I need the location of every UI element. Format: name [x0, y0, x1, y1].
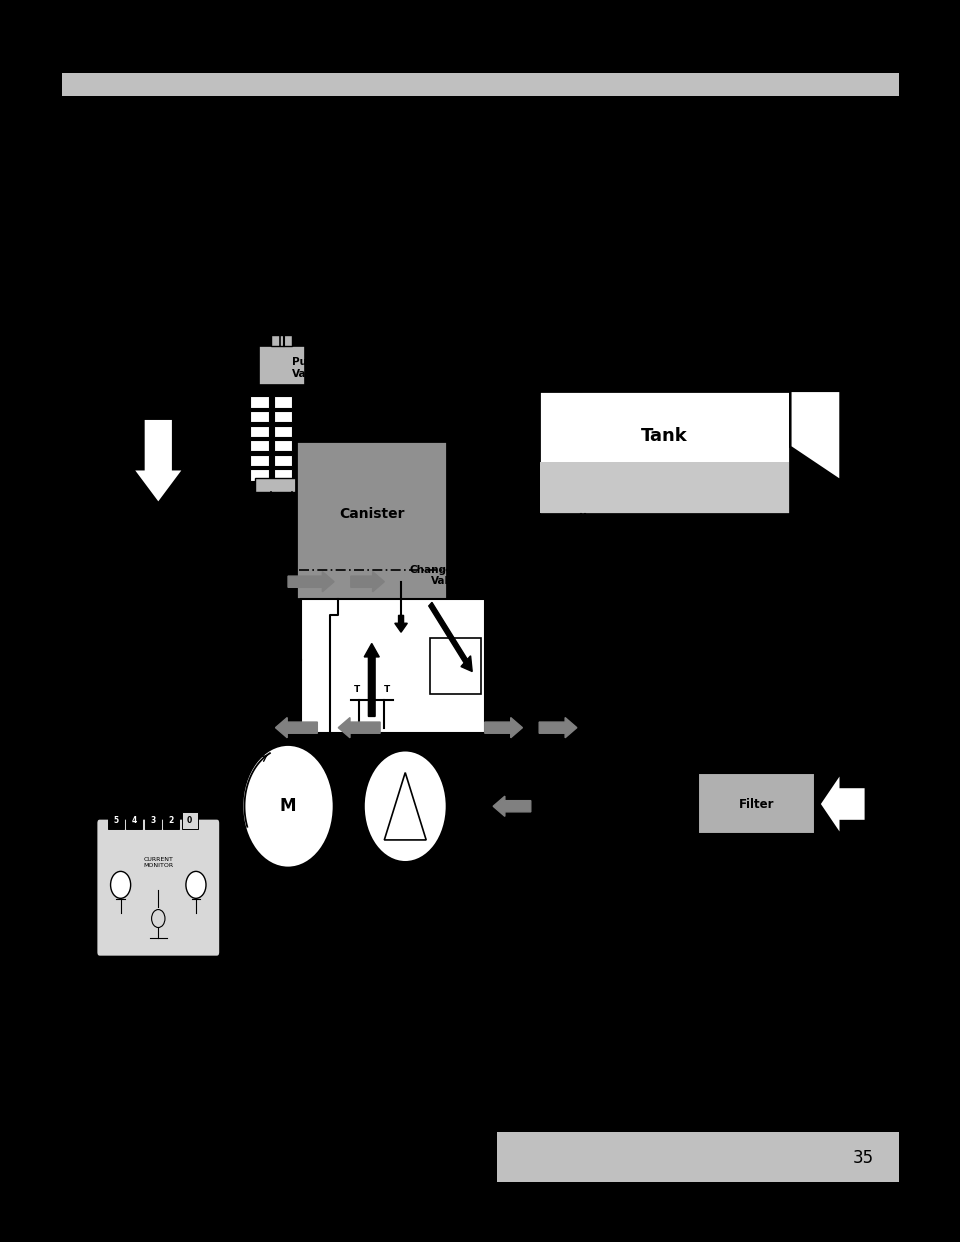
- FancyArrow shape: [395, 615, 407, 632]
- Text: +: +: [261, 520, 274, 535]
- Bar: [251, 469, 269, 481]
- Text: 4: 4: [132, 816, 137, 825]
- Bar: [274, 455, 292, 466]
- Bar: [274, 396, 292, 407]
- Text: Engine: Engine: [116, 525, 164, 539]
- FancyArrow shape: [485, 718, 522, 738]
- FancyArrow shape: [350, 571, 384, 591]
- Bar: [251, 440, 269, 451]
- Bar: [540, 462, 789, 513]
- Text: T: T: [384, 686, 390, 694]
- Bar: [297, 441, 447, 599]
- Text: M: M: [279, 797, 297, 815]
- Bar: [127, 812, 142, 828]
- FancyBboxPatch shape: [96, 818, 220, 956]
- Text: The ECM simultaneously monitors the pump motor current flow . The motor current : The ECM simultaneously monitors the pump…: [79, 245, 659, 315]
- Text: CURRENT
MONITOR: CURRENT MONITOR: [143, 857, 174, 868]
- FancyArrow shape: [364, 643, 379, 717]
- Bar: [274, 411, 292, 422]
- Bar: [251, 455, 269, 466]
- Polygon shape: [384, 773, 426, 840]
- Text: 2: 2: [169, 816, 174, 825]
- Bar: [62, 73, 900, 96]
- Bar: [274, 440, 292, 451]
- Text: 0.5mm
Reference
Orifice: 0.5mm Reference Orifice: [133, 617, 185, 647]
- FancyArrow shape: [133, 419, 183, 503]
- FancyArrow shape: [288, 571, 334, 591]
- Circle shape: [110, 872, 131, 898]
- Bar: [274, 426, 292, 437]
- Text: Change-Over
Valve: Change-Over Valve: [409, 565, 485, 586]
- Text: Fresh Air: Fresh Air: [794, 851, 853, 864]
- Text: Tank: Tank: [641, 427, 688, 445]
- Text: 0: 0: [187, 816, 192, 825]
- Text: Electric
Motor LDP: Electric Motor LDP: [589, 565, 651, 586]
- Bar: [251, 411, 269, 422]
- Text: Pump: Pump: [388, 879, 423, 889]
- FancyArrow shape: [338, 718, 380, 738]
- Bar: [276, 846, 300, 873]
- Polygon shape: [790, 391, 841, 481]
- Text: Throttle
Plate: Throttle Plate: [116, 374, 164, 396]
- FancyArrow shape: [493, 796, 531, 816]
- Bar: [272, 334, 292, 347]
- Bar: [108, 812, 124, 828]
- Bar: [540, 391, 790, 514]
- FancyArrow shape: [540, 718, 577, 738]
- Bar: [226, 643, 242, 677]
- Text: The ECM  activates the pump motor.  The pump pulls air from the filtered air inl: The ECM activates the pump motor. The pu…: [79, 189, 655, 221]
- Text: LEAK DIAGNOSIS TEST: LEAK DIAGNOSIS TEST: [79, 122, 299, 139]
- Bar: [251, 426, 269, 437]
- Text: T: T: [353, 686, 360, 694]
- Text: 5: 5: [113, 816, 119, 825]
- Bar: [698, 773, 815, 835]
- Bar: [300, 599, 485, 733]
- Text: Filter: Filter: [739, 797, 775, 811]
- Text: 3: 3: [150, 816, 156, 825]
- Text: 35: 35: [852, 1149, 874, 1166]
- Text: Canister: Canister: [339, 507, 404, 522]
- FancyArrow shape: [276, 718, 318, 738]
- Circle shape: [186, 872, 206, 898]
- Bar: [226, 570, 694, 761]
- Bar: [274, 469, 292, 481]
- FancyArrow shape: [429, 602, 472, 672]
- Bar: [181, 812, 198, 828]
- Bar: [251, 396, 269, 407]
- Circle shape: [364, 750, 447, 862]
- Circle shape: [242, 744, 334, 868]
- Bar: [145, 812, 160, 828]
- Text: PHASE 1 -  REFERENCE MEASUREMENT: PHASE 1 - REFERENCE MEASUREMENT: [79, 155, 398, 170]
- Bar: [497, 1131, 900, 1182]
- Bar: [259, 347, 304, 385]
- Text: +: +: [541, 537, 554, 551]
- Bar: [254, 478, 309, 492]
- Text: Purge
Valve: Purge Valve: [292, 358, 327, 379]
- Bar: [430, 638, 481, 694]
- FancyArrow shape: [820, 773, 866, 835]
- Bar: [163, 812, 180, 828]
